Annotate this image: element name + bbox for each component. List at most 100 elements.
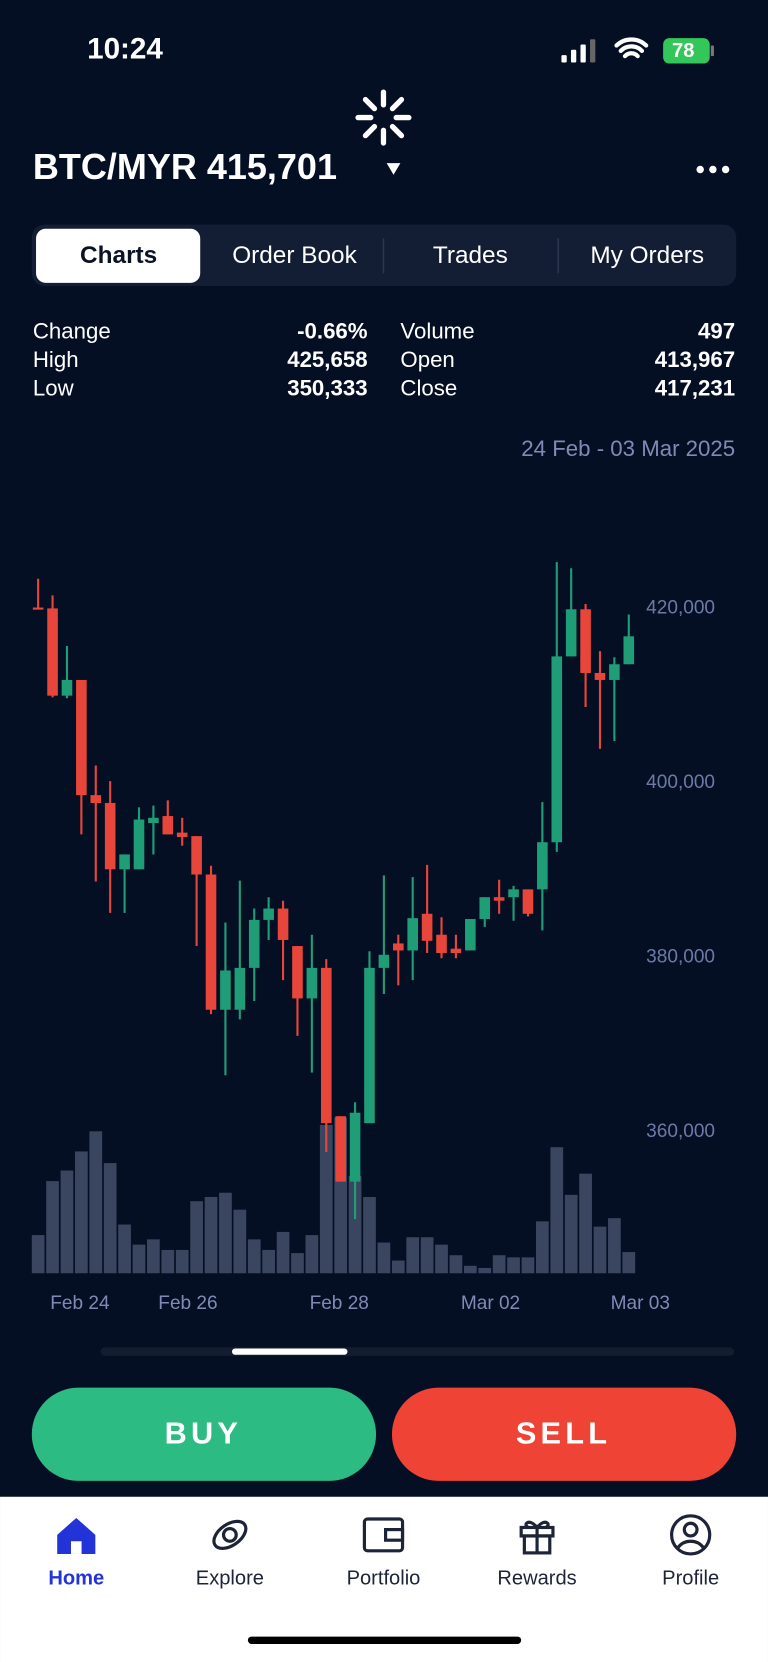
sell-label: SELL	[516, 1415, 611, 1450]
candle-body	[623, 636, 635, 665]
nav-label[interactable]: Explore	[196, 1568, 264, 1590]
volume-bar	[103, 1163, 117, 1274]
stat-value: -0.66%	[297, 318, 368, 343]
x-tick-label: Feb 26	[158, 1293, 217, 1314]
volume-bar	[521, 1257, 535, 1274]
volume-bar	[147, 1239, 160, 1274]
stat-value: 413,967	[655, 347, 735, 372]
volume-bar	[291, 1253, 304, 1274]
candle-body	[133, 819, 145, 870]
candle-body	[450, 948, 462, 954]
battery-tip	[710, 45, 714, 57]
volume-bar	[608, 1218, 621, 1274]
volume-bar	[348, 1175, 362, 1274]
stat-value: 350,333	[287, 376, 367, 401]
more-menu[interactable]	[696, 165, 730, 174]
volume-bar	[132, 1244, 146, 1274]
volume-bar	[463, 1265, 477, 1274]
candle-body	[47, 608, 58, 696]
x-tick-label: Mar 02	[461, 1293, 520, 1314]
volume-bar	[550, 1147, 564, 1274]
candle-body	[594, 672, 606, 680]
nav-label[interactable]: Rewards	[497, 1568, 576, 1590]
candle-body	[90, 795, 102, 803]
battery-level: 78	[672, 40, 694, 62]
candle-body	[508, 889, 519, 898]
volume-bar	[118, 1224, 131, 1274]
volume-bar	[478, 1267, 492, 1274]
volume-bar	[536, 1221, 549, 1274]
x-tick-label: Feb 24	[50, 1293, 110, 1314]
scroll-track	[100, 1347, 735, 1356]
candle-body	[292, 946, 303, 999]
sell-button[interactable]	[391, 1387, 737, 1481]
dropdown-arrow[interactable]	[386, 163, 401, 175]
volume-bar	[420, 1237, 434, 1274]
nav-label[interactable]: Home	[48, 1568, 104, 1590]
explore-icon[interactable]	[209, 1516, 251, 1554]
tab-label[interactable]: Trades	[433, 242, 508, 269]
volume-bar	[319, 1124, 333, 1274]
portfolio-icon[interactable]	[362, 1517, 405, 1553]
date-range: 24 Feb - 03 Mar 2025	[521, 436, 735, 461]
volume-bar	[449, 1255, 463, 1274]
stat-label: Volume	[400, 318, 474, 343]
nav-label[interactable]: Portfolio	[347, 1568, 421, 1590]
volume-bar	[564, 1194, 578, 1274]
x-tick-label: Feb 28	[310, 1293, 369, 1314]
volume-bar	[391, 1260, 405, 1274]
stat-label: Low	[33, 376, 75, 401]
volume-bar	[262, 1249, 276, 1274]
volume-bar	[492, 1255, 506, 1274]
candle-body	[148, 817, 159, 824]
candle-body	[32, 607, 44, 610]
candle-body	[234, 967, 246, 1010]
candle-body	[176, 832, 188, 837]
volume-bar	[60, 1170, 74, 1274]
tab-label[interactable]: Order Book	[232, 242, 357, 269]
nav-label[interactable]: Profile	[662, 1568, 719, 1590]
volume-bar	[377, 1242, 391, 1274]
candle-body	[263, 908, 274, 920]
pair-title[interactable]: BTC/MYR 415,701	[33, 146, 337, 187]
candle-body	[205, 874, 217, 1010]
candle-body	[479, 897, 491, 920]
volume-bar	[46, 1181, 59, 1274]
volume-bar	[579, 1173, 592, 1274]
x-tick-label: Mar 03	[611, 1293, 670, 1314]
y-tick-label: 360,000	[646, 1121, 715, 1142]
candle-body	[421, 913, 433, 941]
candle-body	[320, 967, 332, 1124]
buy-label: BUY	[165, 1415, 243, 1450]
volume-bar	[89, 1131, 103, 1274]
candle-body	[565, 609, 577, 657]
volume-bar	[247, 1239, 261, 1274]
volume-bar	[435, 1244, 448, 1274]
candle-body	[119, 854, 130, 870]
home-icon[interactable]	[57, 1517, 96, 1554]
candle-body	[364, 967, 375, 1124]
candle-body	[104, 802, 116, 870]
candle-body	[493, 897, 505, 901]
tab-label[interactable]: Charts	[80, 242, 157, 269]
candle-body	[162, 816, 174, 835]
candle-body	[220, 970, 231, 1010]
candle-body	[277, 908, 289, 940]
candle-body	[609, 664, 620, 680]
profile-icon[interactable]	[670, 1514, 712, 1556]
tab-label[interactable]: My Orders	[590, 242, 704, 269]
volume-bar	[219, 1192, 232, 1274]
volume-bar	[406, 1237, 420, 1274]
candle-body	[306, 967, 318, 999]
active-tab	[36, 228, 201, 283]
stat-label: Close	[400, 376, 457, 401]
buy-button[interactable]	[31, 1387, 377, 1481]
rewards-icon[interactable]	[519, 1520, 555, 1555]
volume-bar	[204, 1196, 218, 1274]
y-tick-label: 420,000	[646, 597, 715, 618]
candle-body	[378, 954, 390, 968]
candle-body	[522, 889, 534, 914]
volume-bar	[175, 1249, 189, 1274]
